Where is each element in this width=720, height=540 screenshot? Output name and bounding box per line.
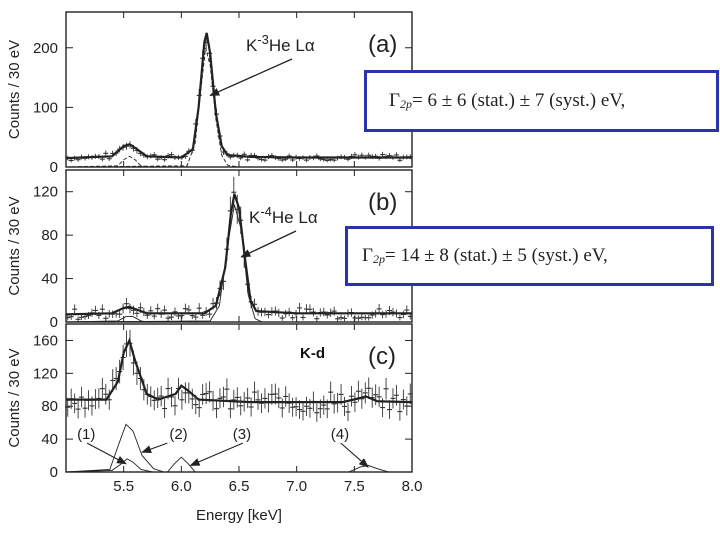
y-axis-label: Counts / 30 eV [6,196,23,295]
equation-a-gamma: Γ [389,90,400,111]
series-line-b-1 [65,204,412,323]
xtick-label: 6.0 [171,478,192,495]
ytick-label: 0 [50,464,58,481]
series-line-c-0 [66,337,413,404]
ytick-label: 80 [41,398,58,415]
xtick-label: 7.0 [286,478,307,495]
ytick-label: 160 [33,332,58,349]
equation-a-subscript: 2p [399,96,412,111]
panel-label-c: (c) [368,343,396,370]
ytick-label: 80 [41,227,58,244]
series-line-a-1 [65,47,412,168]
equation-box-a: Γ 2p = 6 ± 6 (stat.) ± 7 (syst.) eV, [364,70,719,132]
annotation-arrow-a [209,58,293,97]
annotation-c: K-d [300,345,325,362]
equation-a-body: = 6 ± 6 (stat.) ± 7 (syst.) eV, [411,90,626,111]
ytick-label: 40 [41,271,58,288]
xtick-label: 6.5 [229,478,250,495]
series-line-c-2 [65,423,412,473]
ytick-label: 0 [50,159,58,176]
y-axis-label: Counts / 30 eV [6,348,23,447]
panel-frame-a [65,11,413,168]
equation-b-subscript: 2p [372,251,385,266]
equation-b-gamma: Γ [362,245,373,266]
component-label: (4) [331,426,349,443]
component-label: (1) [77,426,95,443]
component-arrow [189,442,243,466]
series-line-a-0 [65,32,412,160]
component-label: (2) [169,426,187,443]
ytick-label: 120 [33,184,58,201]
component-arrow [141,442,168,453]
series-line-b-2 [65,316,412,323]
ytick-label: 40 [41,431,58,448]
equation-b-body: = 14 ± 8 (stat.) ± 5 (syst.) eV, [384,245,608,266]
ytick-label: 0 [50,314,58,331]
xtick-label: 8.0 [402,478,423,495]
equation-box-b: Γ 2p = 14 ± 8 (stat.) ± 5 (syst.) eV, [345,226,714,286]
y-axis-label: Counts / 30 eV [6,40,23,139]
annotation-a: K-3He Lα [246,32,315,55]
component-arrow [86,442,127,465]
annotation-b: K-4He Lα [249,204,318,227]
series-line-a-2 [65,155,412,168]
xtick-label: 5.5 [113,478,134,495]
ytick-label: 120 [33,365,58,382]
xtick-label: 7.5 [344,478,365,495]
panel-label-b: (b) [368,189,397,216]
component-arrow [340,442,369,468]
annotation-arrow-b [240,230,297,258]
ytick-label: 100 [33,99,58,116]
panel-label-a: (a) [368,31,397,58]
x-axis-label: Energy [keV] [196,507,282,524]
ytick-label: 200 [33,40,58,57]
component-label: (3) [233,426,251,443]
